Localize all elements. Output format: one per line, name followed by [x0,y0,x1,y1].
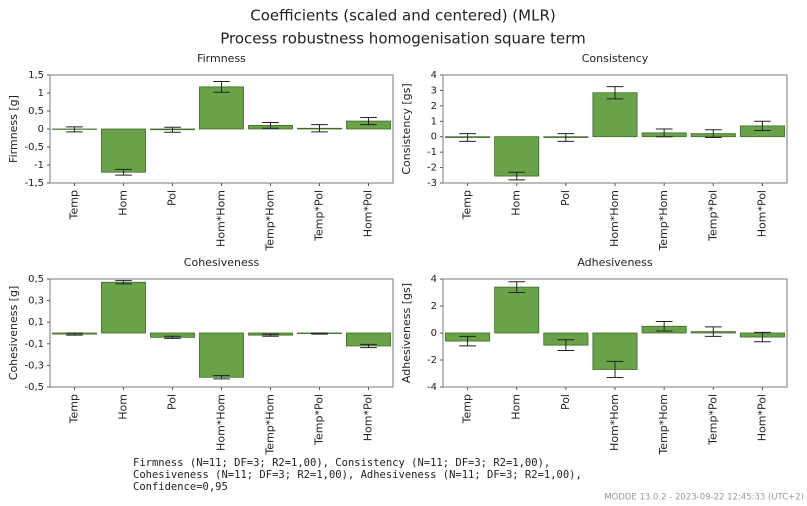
y-tick-label: 0,3 [28,296,44,307]
x-tick-label: Temp*Pol [313,394,326,446]
x-tick-label: Hom*Hom [215,394,228,451]
y-tick-label: 0,5 [28,106,44,117]
y-tick-label: 4 [431,70,437,81]
x-tick-label: Pol [559,394,572,410]
y-tick-label: 0 [431,132,437,143]
x-tick-label: Temp*Hom [657,190,670,252]
y-tick-label: 4 [431,274,437,285]
x-tick-label: Hom*Pol [755,190,768,237]
footnote: Firmness (N=11; DF=3; R2=1,00), Consiste… [133,457,550,469]
plot-frame [442,74,788,184]
watermark: MODDE 13.0.2 - 2023-09-22 12:45:33 (UTC+… [604,493,804,503]
x-tick-label: Temp*Pol [706,394,719,446]
x-tick-label: Temp*Hom [264,190,277,252]
x-tick-label: Hom*Hom [608,394,621,451]
y-tick-label: 3 [431,85,437,96]
panel-title: Adhesiveness [577,256,653,269]
y-axis-label: Firmness [g] [7,95,20,163]
y-axis-label: Consistency [gs] [400,83,413,174]
x-tick-label: Temp [461,190,474,220]
y-tick-label: -0,5 [24,382,44,393]
y-tick-label: -4 [427,382,437,393]
bar [494,136,540,177]
bar [494,286,540,334]
y-tick-label: -1 [427,147,437,158]
y-tick-label: 0 [38,124,44,135]
x-tick-label: Temp [68,190,81,220]
x-tick-label: Pol [166,394,179,410]
footnote: Cohesiveness (N=11; DF=3; R2=1,00), Adhe… [133,469,582,481]
footnote: Confidence=0,95 [133,481,228,493]
x-tick-label: Hom*Hom [215,190,228,247]
plot-frame [49,74,394,184]
y-tick-label: 0 [431,328,437,339]
x-tick-label: Hom*Pol [362,190,375,237]
x-tick-label: Hom [117,190,130,216]
x-tick-label: Temp*Pol [706,190,719,242]
y-tick-label: 1,5 [28,70,44,81]
bar [592,92,638,138]
y-tick-label: -1,5 [24,178,44,189]
x-tick-label: Hom [510,394,523,420]
chart-title: Coefficients (scaled and centered) (MLR) [250,7,556,25]
panel-title: Consistency [582,52,649,65]
y-tick-label: -3 [427,178,437,189]
x-tick-label: Hom*Hom [608,190,621,247]
y-tick-label: -0,5 [24,142,44,153]
y-tick-label: 0,5 [28,274,44,285]
bar [199,332,244,378]
y-tick-label: 2 [431,101,437,112]
x-tick-label: Hom*Pol [755,394,768,441]
bar [101,281,146,334]
x-tick-label: Temp [461,394,474,424]
x-tick-label: Temp [68,394,81,424]
x-tick-label: Pol [559,190,572,206]
y-tick-label: 1 [38,88,44,99]
y-tick-label: -0,3 [24,360,44,371]
y-tick-label: -2 [427,163,437,174]
panel-title: Cohesiveness [184,256,260,269]
x-tick-label: Pol [166,190,179,206]
y-axis-label: Adhesiveness [gs] [400,283,413,383]
bar [101,128,146,173]
panel-title: Firmness [197,52,246,65]
x-tick-label: Hom*Pol [362,394,375,441]
plot-frame [49,278,394,388]
x-tick-label: Temp*Hom [264,394,277,456]
plot-frame [442,278,788,388]
x-tick-label: Hom [117,394,130,420]
chart-subtitle: Process robustness homogenisation square… [220,30,585,48]
bar [199,86,244,130]
x-tick-label: Hom [510,190,523,216]
y-tick-label: -1 [34,160,44,171]
x-tick-label: Temp*Hom [657,394,670,456]
y-tick-label: 0,1 [28,317,44,328]
y-tick-label: -2 [427,355,437,366]
y-axis-label: Cohesiveness [g] [7,286,20,380]
y-tick-label: 1 [431,116,437,127]
y-tick-label: 2 [431,301,437,312]
x-tick-label: Temp*Pol [313,190,326,242]
y-tick-label: -0,1 [24,339,44,350]
